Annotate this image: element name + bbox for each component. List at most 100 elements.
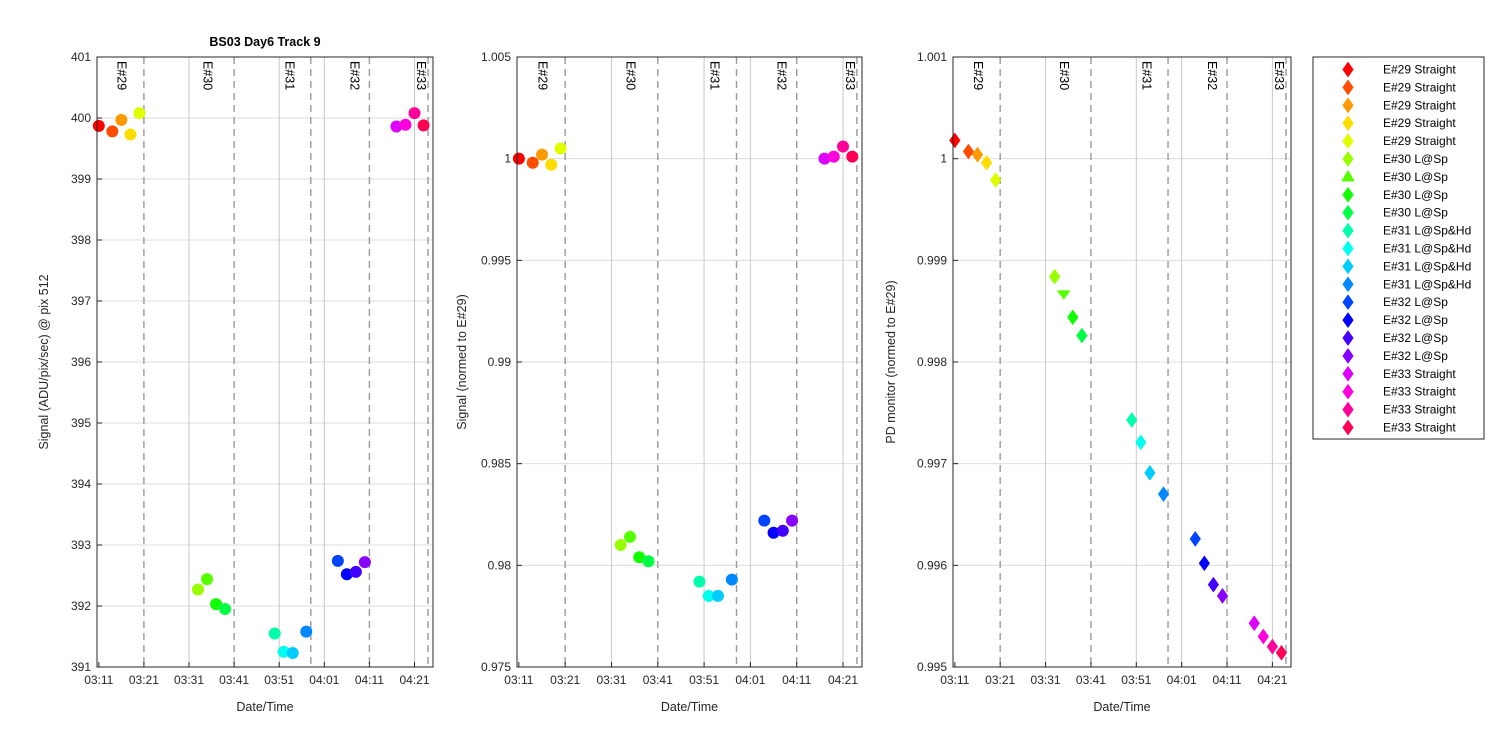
x-tick-label: 03:31 [596,673,626,687]
data-point [827,150,840,163]
legend-label: E#33 Straight [1383,421,1456,435]
axes-frame [96,56,434,668]
data-point [408,107,421,120]
legend-label: E#29 Straight [1383,63,1456,77]
legend-marker [1342,276,1354,293]
y-tick-label: 0.996 [917,558,947,572]
y-tick-label: 1 [940,152,947,166]
data-point [990,172,1002,188]
experiment-label: E#30 [623,61,637,90]
x-tick-label: 04:01 [735,673,765,687]
experiment-label: E#31 [283,61,297,90]
plot-signal-normed: 0.975 0.98 0.985 0.99 0.995 1 1.005 03:11 03:21 0… [455,50,863,714]
y-tick-label: 400 [71,111,91,125]
legend-label: E#29 Straight [1383,116,1456,130]
y-tick-label: 0.997 [917,457,947,471]
data-point [971,146,984,163]
y-tick-label: 1.001 [917,50,947,64]
x-tick-label: 03:41 [219,673,249,687]
data-point [846,150,859,163]
y-tick-label: 1.005 [481,50,511,64]
plot-pd-monitor: 0.995 0.996 0.997 0.998 0.999 1 1.001 03:11 03:2… [884,50,1292,714]
data-point [545,158,558,171]
legend-marker [1342,348,1354,364]
legend-label: E#31 L@Sp&Hd [1383,242,1471,256]
data-point [786,514,799,527]
data-point [124,128,137,141]
legend-marker [1342,61,1354,78]
legend-marker [1342,79,1354,96]
data-point [1216,587,1229,604]
data-point [1207,576,1220,593]
data-point [1126,412,1138,428]
x-axis-label: Date/Time [236,700,293,714]
data-point [1275,644,1288,661]
legend-label: E#33 Straight [1383,403,1456,417]
data-point [92,119,105,132]
legend-label: E#29 Straight [1383,80,1456,94]
x-tick-label: 03:21 [985,673,1015,687]
data-point [837,140,850,153]
data-point [1257,628,1269,645]
x-tick-label: 04:11 [782,673,811,687]
legend-marker [1342,312,1354,328]
experiment-label: E#29 [971,61,985,90]
experiment-label: E#31 [708,61,722,90]
x-tick-label: 03:21 [129,673,159,687]
y-tick-label: 395 [71,416,91,430]
x-tick-label: 03:31 [174,673,204,687]
y-tick-label: 1 [504,152,511,166]
data-point [1198,555,1210,572]
legend-marker [1341,169,1355,182]
data-point [536,148,549,161]
legend-label: E#30 L@Sp [1383,152,1448,166]
data-point [711,589,724,602]
data-point [693,575,706,588]
x-tick-label: 03:31 [1031,673,1061,687]
data-point [758,514,771,527]
experiment-label: E#29 [535,61,549,90]
data-point [776,524,789,537]
x-axis-label: Date/Time [661,700,718,714]
y-tick-label: 392 [71,599,91,613]
legend-marker [1342,419,1354,436]
legend-label: E#30 L@Sp [1383,206,1448,220]
y-tick-label: 396 [71,355,91,369]
legend: E#29 Straight E#29 Straight E#29 Straight E… [1312,56,1485,440]
legend-marker [1342,151,1354,167]
legend-marker [1342,115,1354,132]
legend-label: E#30 L@Sp [1383,170,1448,184]
data-point [399,118,412,131]
legend-label: E#32 L@Sp [1383,349,1448,363]
plot-signal: BS03 Day6 Track 9 391 392 393 394 395 396 397 3… [37,35,434,714]
data-point [962,143,975,160]
legend-marker [1342,383,1354,400]
data-point [358,556,371,569]
x-tick-label: 03:41 [1076,673,1106,687]
y-axis-label: PD monitor (normed to E#29) [884,280,898,443]
data-point [980,154,993,171]
data-point [554,142,567,155]
data-point [106,125,119,138]
x-tick-label: 04:11 [355,673,384,687]
legend-label: E#30 L@Sp [1383,188,1448,202]
y-tick-label: 398 [71,233,91,247]
legend-marker [1342,133,1354,149]
data-point [1248,615,1260,632]
y-tick-label: 397 [71,294,91,308]
experiment-label: E#29 [115,61,129,90]
x-tick-label: 04:11 [1212,673,1241,687]
x-tick-label: 03:11 [504,673,533,687]
legend-marker [1342,186,1354,203]
data-point [1135,434,1147,451]
y-tick-label: 393 [71,538,91,552]
experiment-label: E#32 [347,61,361,90]
y-tick-label: 0.995 [481,253,511,267]
plot-title: BS03 Day6 Track 9 [209,35,320,49]
data-point [1076,327,1088,344]
data-point [512,152,525,165]
experiment-label: E#31 [1140,61,1154,90]
y-tick-label: 0.995 [917,660,947,674]
x-tick-label: 04:01 [309,673,339,687]
data-point [642,555,655,568]
